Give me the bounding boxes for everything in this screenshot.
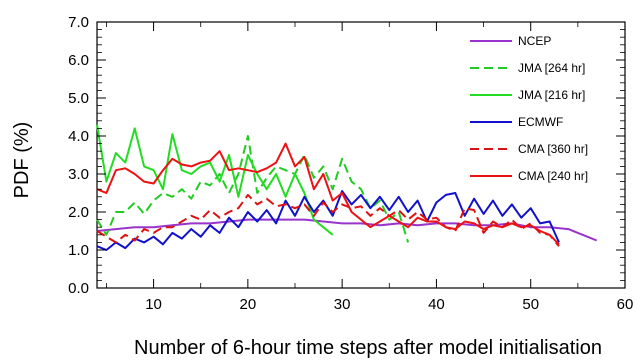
y-tick-label: 3.0 xyxy=(68,166,89,183)
y-tick-label: 2.0 xyxy=(68,204,89,221)
legend-label: ECMWF xyxy=(518,115,563,129)
series-line-ncep xyxy=(96,218,598,242)
legend-label: CMA [360 hr] xyxy=(518,142,588,156)
y-tick-label: 4.0 xyxy=(68,128,89,145)
y-tick-label: 6.0 xyxy=(68,52,89,69)
y-axis-ticks: 0.0 1.0 2.0 3.0 4.0 5.0 6.0 7.0 xyxy=(68,14,625,297)
x-axis-ticks: 10 20 30 40 50 60 xyxy=(106,22,633,313)
x-tick-label: 20 xyxy=(240,296,257,313)
series-line-ecmwf xyxy=(96,190,560,251)
legend-label: JMA [216 hr] xyxy=(518,88,585,102)
plot-border xyxy=(96,21,626,289)
plot-frame xyxy=(96,21,626,289)
legend-label: CMA [240 hr] xyxy=(518,169,588,183)
legend-label: JMA [264 hr] xyxy=(518,61,585,75)
x-tick-label: 60 xyxy=(617,296,634,313)
series-line-cma-360-hr xyxy=(96,193,560,247)
x-axis-label: Number of 6-hour time steps after model … xyxy=(134,337,602,359)
series-line-jma-216-hr xyxy=(96,124,334,236)
legend: NCEP JMA [264 hr] JMA [216 hr] ECMWF CMA [36… xyxy=(470,34,588,183)
y-tick-label: 5.0 xyxy=(68,90,89,107)
y-axis-label: PDF (%) xyxy=(11,122,33,199)
y-tick-label: 0.0 xyxy=(68,280,89,297)
x-tick-label: 30 xyxy=(334,296,351,313)
y-tick-label: 1.0 xyxy=(68,242,89,259)
x-tick-label: 40 xyxy=(428,296,445,313)
legend-label: NCEP xyxy=(518,34,551,48)
x-tick-label: 10 xyxy=(145,296,162,313)
series-layer xyxy=(96,124,598,251)
series-line-cma-240-hr xyxy=(96,142,560,246)
x-tick-label: 50 xyxy=(522,296,539,313)
y-tick-label: 7.0 xyxy=(68,14,89,31)
